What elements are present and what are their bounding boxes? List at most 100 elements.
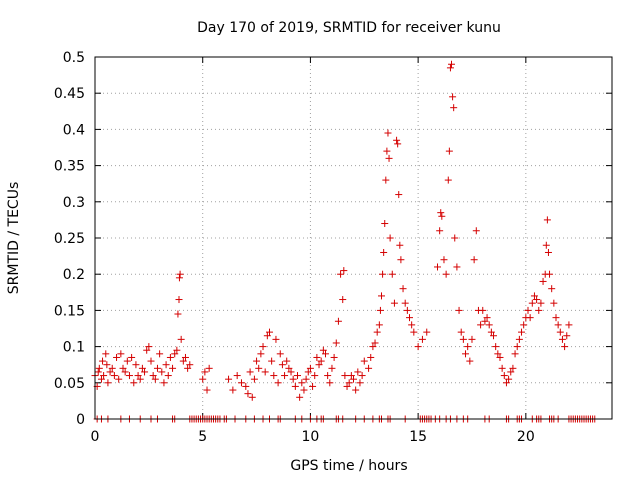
data-point [233, 372, 241, 380]
data-point [380, 248, 388, 256]
data-point [317, 357, 325, 365]
data-point [358, 372, 366, 380]
data-point [272, 335, 280, 343]
data-point [535, 306, 543, 314]
data-point [548, 285, 556, 293]
x-tick-label: 5 [198, 429, 207, 445]
data-point [106, 368, 114, 376]
data-point [337, 270, 345, 278]
data-point [175, 274, 183, 282]
axis-ticks: 0 0.05 0.1 0.15 0.2 0.25 0.3 0.35 0.4 0.45 0.5 0 5 10… [54, 50, 612, 445]
x-tick-label: 20 [517, 429, 535, 445]
data-point [500, 372, 508, 380]
data-point [186, 361, 194, 369]
data-point [184, 364, 192, 372]
data-point [289, 375, 297, 383]
data-point [313, 353, 321, 361]
data-point [128, 353, 136, 361]
data-point [403, 306, 411, 314]
data-point [498, 364, 506, 372]
data-point [479, 306, 487, 314]
data-point [334, 317, 342, 325]
x-tick-label: 10 [302, 429, 320, 445]
data-point [108, 364, 116, 372]
data-point [253, 357, 261, 365]
data-point [537, 299, 545, 307]
y-tick-label: 0.35 [54, 159, 85, 175]
data-point [147, 357, 155, 365]
chart-title: Day 170 of 2019, SRMTID for receiver kun… [197, 20, 501, 36]
data-point [278, 361, 286, 369]
data-point [369, 343, 377, 351]
y-tick-label: 0.1 [63, 340, 85, 356]
data-point [350, 375, 357, 383]
data-point [462, 350, 470, 358]
data-point [113, 353, 121, 361]
data-point [410, 328, 418, 336]
data-point [339, 296, 347, 304]
data-point [296, 393, 304, 401]
y-axis-label: SRMTID / TECUs [6, 182, 22, 295]
data-point [321, 350, 329, 358]
data-point [158, 368, 166, 376]
data-point [166, 353, 174, 361]
data-point [379, 270, 387, 278]
data-point [225, 375, 233, 383]
data-point [340, 267, 348, 275]
data-point [298, 379, 306, 387]
data-point [530, 292, 538, 300]
data-point [453, 263, 461, 271]
data-point [151, 375, 159, 383]
data-point [304, 368, 312, 376]
data-point [174, 310, 182, 318]
data-point [176, 270, 184, 278]
data-point [455, 306, 463, 314]
data-point [343, 382, 351, 390]
data-point [181, 353, 189, 361]
data-point [291, 382, 299, 390]
data-point [270, 372, 278, 380]
data-point [509, 364, 517, 372]
data-point [99, 357, 107, 365]
x-axis-label: GPS time / hours [290, 458, 407, 474]
y-tick-label: 0.2 [63, 267, 85, 283]
data-point [141, 368, 149, 376]
data-point [345, 379, 353, 387]
data-point [383, 147, 391, 155]
data-point [397, 256, 405, 264]
data-point [381, 220, 389, 228]
y-tick-label: 0.05 [54, 376, 85, 392]
data-point [130, 379, 138, 387]
x-tick-label: 0 [91, 429, 100, 445]
data-point [149, 372, 157, 380]
data-point [542, 241, 550, 249]
data-point [464, 343, 472, 351]
data-point [385, 154, 393, 162]
data-point [177, 335, 185, 343]
data-point [352, 386, 360, 394]
data-point [300, 386, 308, 394]
data-point [448, 60, 456, 68]
plot-frame [94, 56, 613, 420]
data-point [162, 361, 170, 369]
data-point [444, 176, 452, 184]
data-point [384, 129, 392, 137]
y-tick-label: 0.45 [54, 86, 85, 102]
data-point [513, 343, 521, 351]
data-point [276, 350, 284, 358]
data-point [138, 364, 146, 372]
data-point [440, 256, 448, 264]
data-point [520, 321, 528, 329]
y-tick-label: 0 [76, 412, 85, 428]
data-point [396, 241, 404, 249]
data-point [507, 368, 515, 376]
data-point [401, 299, 409, 307]
data-point [302, 375, 310, 383]
data-point [311, 372, 319, 380]
data-point [315, 361, 323, 369]
data-point [371, 339, 379, 347]
data-point [175, 296, 183, 304]
data-point [102, 350, 110, 358]
data-point [250, 375, 258, 383]
data-point [347, 372, 355, 380]
